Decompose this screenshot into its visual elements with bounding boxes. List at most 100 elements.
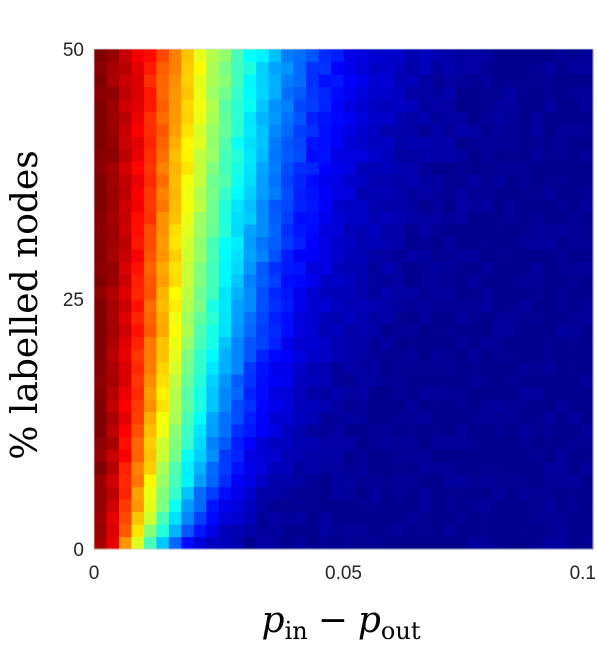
heatmap-cell <box>480 336 494 350</box>
heatmap-cell <box>293 524 307 538</box>
heatmap-cell <box>193 74 207 88</box>
heatmap-cell <box>118 399 133 413</box>
heatmap-cell <box>118 361 133 375</box>
heatmap-cell <box>181 399 195 413</box>
heatmap-cell <box>355 99 370 113</box>
heatmap-cell <box>468 411 482 425</box>
heatmap-cell <box>493 499 507 513</box>
heatmap-cell <box>118 499 133 513</box>
heatmap-cell <box>243 336 257 350</box>
heatmap-cell <box>355 524 370 538</box>
heatmap-cell <box>243 124 257 138</box>
heatmap-cell <box>268 436 282 450</box>
heatmap-cell <box>518 299 532 313</box>
heatmap-cell <box>331 61 345 75</box>
heatmap-cell <box>118 124 133 138</box>
heatmap-cell <box>293 324 307 338</box>
heatmap-cell <box>131 99 145 113</box>
heatmap-cell <box>505 449 519 463</box>
heatmap-cell <box>468 511 482 525</box>
heatmap-cell <box>543 99 557 113</box>
heatmap-cell <box>555 249 569 263</box>
heatmap-cell <box>380 536 394 550</box>
heatmap-cell <box>156 74 170 88</box>
heatmap-cell <box>243 449 257 463</box>
heatmap-cell <box>355 61 370 75</box>
heatmap-cell <box>118 486 133 500</box>
heatmap-cell <box>505 361 519 375</box>
heatmap-cell <box>430 474 444 488</box>
heatmap-cell <box>455 136 469 150</box>
heatmap-cell <box>530 324 544 338</box>
heatmap-cell <box>443 536 457 550</box>
heatmap-cell <box>405 86 419 100</box>
heatmap-cell <box>393 111 407 125</box>
heatmap-cell <box>393 74 407 88</box>
heatmap-cell <box>393 249 407 263</box>
heatmap-cell <box>193 211 207 225</box>
heatmap-cell <box>343 274 357 288</box>
heatmap-cell <box>256 286 270 300</box>
heatmap-cell <box>380 486 394 500</box>
heatmap-cell <box>318 124 332 138</box>
heatmap-cell <box>193 61 207 75</box>
heatmap-cell <box>281 486 295 500</box>
heatmap-cell <box>355 361 370 375</box>
heatmap-cell <box>468 474 482 488</box>
heatmap-cell <box>568 49 582 63</box>
heatmap-cell <box>530 174 544 188</box>
heatmap-cell <box>156 399 170 413</box>
heatmap-cell <box>530 136 544 150</box>
heatmap-cell <box>306 74 320 88</box>
heatmap-cell <box>530 336 544 350</box>
heatmap-cell <box>455 536 469 550</box>
heatmap-cell <box>94 461 108 475</box>
heatmap-cell <box>405 286 419 300</box>
heatmap-cell <box>468 111 482 125</box>
heatmap-cell <box>518 349 532 363</box>
heatmap-cell <box>243 136 257 150</box>
heatmap-cell <box>156 424 170 438</box>
heatmap-cell <box>543 74 557 88</box>
heatmap-cell <box>293 86 307 100</box>
heatmap-cell <box>331 74 345 88</box>
heatmap-cell <box>181 286 195 300</box>
heatmap-cell <box>580 161 594 175</box>
heatmap-cell <box>143 374 157 388</box>
heatmap-cell <box>131 274 145 288</box>
heatmap-cell <box>94 74 108 88</box>
heatmap-cell <box>218 161 232 175</box>
heatmap-cell <box>468 161 482 175</box>
heatmap-cell <box>293 436 307 450</box>
heatmap-cell <box>143 361 157 375</box>
heatmap-cell <box>231 486 245 500</box>
heatmap-cell <box>443 486 457 500</box>
heatmap-cell <box>480 411 494 425</box>
heatmap-cell <box>430 311 444 325</box>
heatmap-cell <box>293 374 307 388</box>
heatmap-cell <box>543 536 557 550</box>
heatmap-cell <box>143 99 157 113</box>
heatmap-cell <box>243 536 257 550</box>
heatmap-cell <box>418 99 432 113</box>
heatmap-cell <box>231 499 245 513</box>
heatmap-cell <box>268 49 282 63</box>
heatmap-cell <box>131 474 145 488</box>
heatmap-cell <box>281 211 295 225</box>
heatmap-cell <box>518 424 532 438</box>
heatmap-cell <box>505 399 519 413</box>
heatmap-cell <box>243 511 257 525</box>
heatmap-cell <box>405 511 419 525</box>
heatmap-cell <box>555 311 569 325</box>
heatmap-cell <box>318 111 332 125</box>
heatmap-cell <box>181 186 195 200</box>
heatmap-cell <box>368 411 382 425</box>
x-axis-label-sub-2: out <box>381 617 421 645</box>
heatmap-cell <box>106 161 120 175</box>
heatmap-cell <box>455 349 469 363</box>
heatmap-cell <box>168 474 182 488</box>
heatmap-cell <box>543 524 557 538</box>
heatmap-cell <box>94 174 108 188</box>
heatmap-cell <box>206 211 220 225</box>
